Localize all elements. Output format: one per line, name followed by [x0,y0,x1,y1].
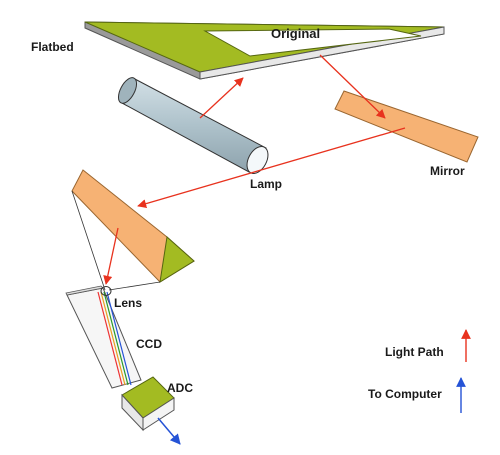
ccd-color-channels [97,291,132,386]
light-path-arrow-mirror-to-prism [137,127,406,209]
light-path-arrow-original-to-mirror [319,54,386,119]
mirror [334,90,479,163]
adc [121,376,175,432]
lens [100,286,112,296]
legend-to-computer-label: To Computer [368,387,442,401]
original-document [203,28,422,57]
legend: Light Path To Computer [368,329,471,413]
to-computer-arrow [157,417,181,445]
label-mirror: Mirror [430,164,465,178]
label-original: Original [271,26,320,41]
label-adc: ADC [167,381,193,395]
light-path-arrow-lamp-to-original [199,77,244,119]
flatbed [84,21,445,80]
label-lens: Lens [114,296,142,310]
label-ccd: CCD [136,337,162,351]
lamp [117,77,269,174]
light-path-arrow-prism-to-lens [103,227,119,285]
ccd [65,285,142,389]
label-lamp: Lamp [250,177,282,191]
label-flatbed: Flatbed [31,40,74,54]
prism [71,169,195,291]
legend-light-path-label: Light Path [385,345,444,359]
light-path [103,54,406,285]
